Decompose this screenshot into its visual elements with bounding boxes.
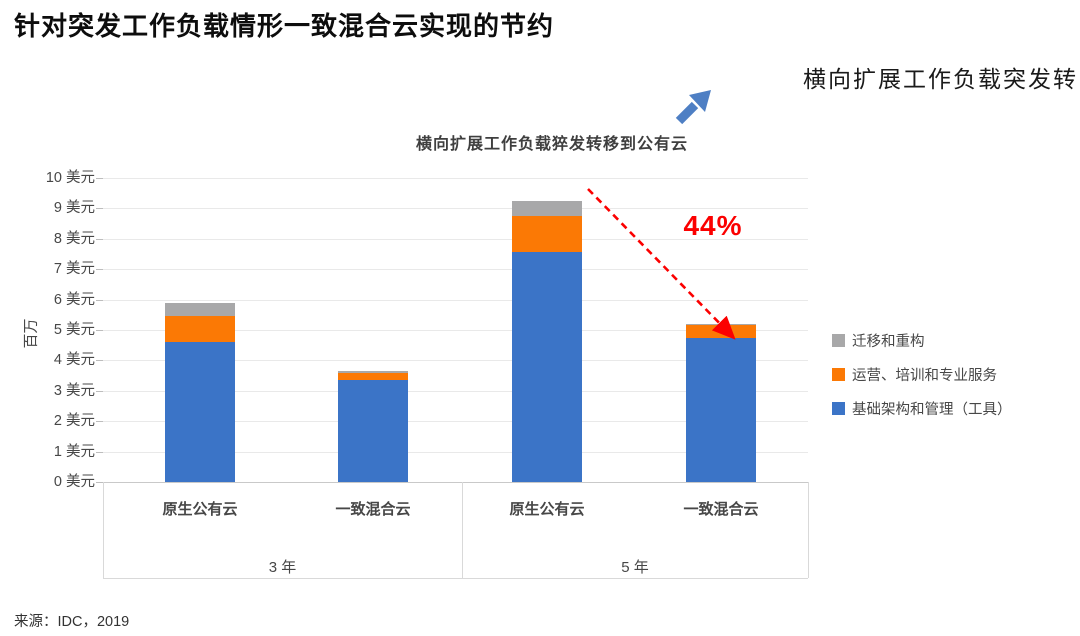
y-axis-tick (96, 238, 103, 240)
bar-segment-2 (512, 216, 582, 253)
y-axis-tick (96, 390, 103, 392)
y-axis-tick (96, 421, 103, 423)
legend-marker (832, 333, 845, 347)
y-axis-tick (96, 178, 103, 179)
y-tick-label: 3 美元 (53, 382, 95, 399)
group-label: 5 年 (621, 559, 649, 576)
chart-title: 横向扩展工作负载猝发转移到公有云 (415, 136, 688, 153)
y-axis-tick (96, 330, 103, 331)
gridline (103, 299, 808, 301)
bar-segment-1 (338, 380, 408, 482)
y-tick-label: 6 美元 (53, 291, 95, 308)
gridline (103, 421, 808, 423)
bar-segment-1 (338, 372, 408, 381)
gridline (103, 390, 808, 392)
legend-item: 运营、培训和专业服务 (832, 363, 1012, 385)
x-axis-line (103, 482, 808, 483)
top-right-caption: 横向扩展工作负载突发转 (803, 67, 1078, 92)
gridline (103, 238, 808, 240)
y-axis-tick (96, 208, 103, 210)
bar-segment-0 (165, 302, 235, 317)
y-tick-label: 8 美元 (53, 230, 95, 247)
category-box-border (103, 482, 104, 578)
bar-segment-0 (165, 342, 235, 482)
legend-label: 迁移和重构 (852, 333, 925, 350)
legend-item: 基础架构和管理（工具） (832, 397, 1012, 419)
gridline (103, 360, 808, 362)
y-axis-tick (96, 269, 103, 271)
source-caption: 来源：IDC，2019 (14, 614, 130, 630)
category-box-border (103, 578, 808, 579)
page-title: 针对突发工作负载情形一致混合云实现的节约 (14, 11, 555, 41)
decrease-dashed-arrow (587, 188, 736, 340)
gridline (103, 208, 808, 210)
y-tick-label: 0 美元 (53, 474, 95, 490)
y-axis-tick (96, 482, 103, 483)
bar-segment-3 (686, 337, 756, 482)
bar-segment-1 (338, 371, 408, 373)
legend-marker (832, 401, 845, 415)
category-label: 原生公有云 (509, 501, 585, 518)
bar-segment-2 (512, 200, 582, 216)
category-box-border (808, 482, 809, 578)
category-label: 一致混合云 (683, 501, 759, 518)
gridline (103, 269, 808, 271)
y-tick-label: 5 美元 (53, 322, 95, 338)
category-box-border (462, 482, 463, 578)
percent-annotation: 44% (683, 210, 743, 241)
y-axis-tick (96, 299, 103, 301)
legend-label: 运营、培训和专业服务 (852, 367, 997, 384)
gridline (103, 451, 808, 453)
y-tick-label: 4 美元 (53, 352, 95, 369)
y-axis-tick (96, 451, 103, 453)
legend-label: 基础架构和管理（工具） (852, 401, 1012, 418)
group-label: 3 年 (268, 559, 297, 576)
up-right-arrow-icon (675, 90, 711, 125)
legend-item: 迁移和重构 (832, 329, 1012, 351)
gridline (103, 178, 808, 179)
y-tick-label: 2 美元 (53, 413, 95, 430)
category-label: 一致混合云 (335, 501, 411, 518)
category-label: 原生公有云 (162, 501, 238, 518)
bar-segment-2 (512, 252, 582, 482)
y-axis-tick (96, 360, 103, 362)
bar-segment-0 (165, 316, 235, 343)
y-tick-label: 9 美元 (53, 200, 95, 217)
y-tick-label: 1 美元 (53, 443, 95, 460)
legend: 迁移和重构运营、培训和专业服务 基础架构和管理（工具） (832, 329, 1012, 431)
y-tick-label: 7 美元 (53, 261, 95, 278)
legend-marker (832, 367, 845, 381)
y-tick-label: 10 美元 (45, 170, 95, 186)
gridline (103, 330, 808, 331)
